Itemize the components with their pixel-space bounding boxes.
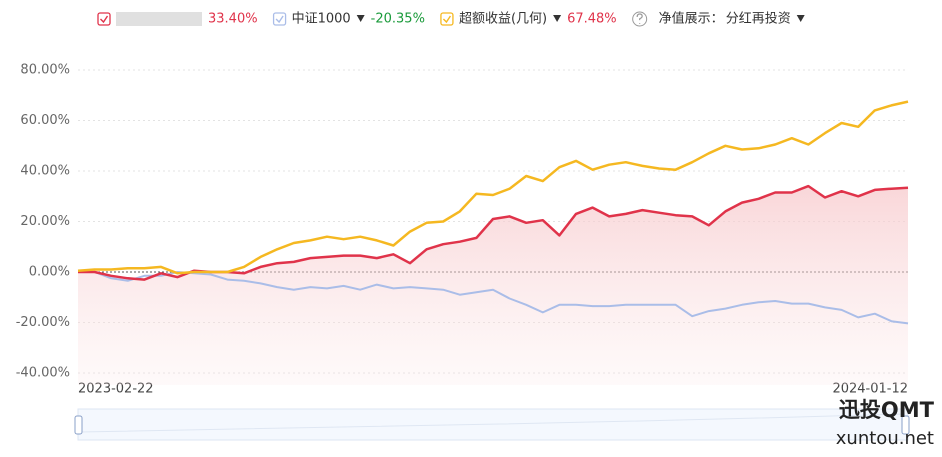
navigator-handle[interactable] bbox=[901, 415, 910, 435]
dropdown-arrow[interactable] bbox=[356, 15, 365, 22]
legend: 33.40% 中证1000 -20.35% 超额收益(几何) 67.48% 净值展示： 分红… bbox=[97, 11, 805, 27]
check-mark bbox=[275, 15, 284, 24]
watermark: xuntou.net bbox=[836, 428, 934, 449]
dropdown-arrow[interactable] bbox=[553, 15, 562, 22]
check-mark bbox=[100, 15, 109, 24]
legend-checkbox[interactable] bbox=[440, 12, 454, 26]
dropdown-arrow[interactable] bbox=[796, 15, 805, 22]
y-tick-label: 20.00% bbox=[20, 214, 70, 229]
legend-return: 33.40% bbox=[208, 12, 258, 27]
help-icon[interactable] bbox=[632, 11, 648, 27]
legend-name: 中证1000 bbox=[292, 12, 351, 27]
watermark: 迅投QMT bbox=[839, 398, 935, 422]
y-tick-label: 60.00% bbox=[20, 113, 70, 128]
check-mark bbox=[442, 15, 452, 24]
plot: -40.00% -20.00% 0.00% 20.00% 40.00% 60.00% 80.… bbox=[16, 60, 909, 397]
legend-return: 67.48% bbox=[567, 12, 617, 27]
y-tick-label: 0.00% bbox=[29, 265, 70, 280]
series-line bbox=[78, 271, 909, 325]
series-line bbox=[77, 100, 909, 275]
legend-checkbox[interactable] bbox=[272, 12, 287, 26]
y-tick-label: 40.00% bbox=[20, 164, 70, 179]
navigator-trace bbox=[79, 413, 906, 433]
navigator[interactable] bbox=[74, 408, 910, 441]
legend-checkbox[interactable] bbox=[97, 12, 111, 26]
y-tick-label: -40.00% bbox=[16, 366, 70, 381]
blurred-name bbox=[116, 12, 202, 26]
navigator-handle[interactable] bbox=[74, 415, 83, 435]
x-tick-label: 2023-02-22 bbox=[78, 382, 154, 397]
help-glyph bbox=[636, 13, 643, 24]
y-tick-label: 80.00% bbox=[20, 63, 70, 78]
legend-name: 超额收益(几何) bbox=[459, 11, 547, 27]
legend-return: -20.35% bbox=[371, 12, 425, 27]
x-tick-label: 2024-01-12 bbox=[832, 382, 908, 397]
y-tick-label: -20.00% bbox=[16, 315, 70, 330]
nav-display-label: 净值展示： bbox=[659, 11, 724, 27]
area bbox=[78, 186, 908, 385]
nav-display-option[interactable]: 分红再投资 bbox=[726, 11, 791, 27]
